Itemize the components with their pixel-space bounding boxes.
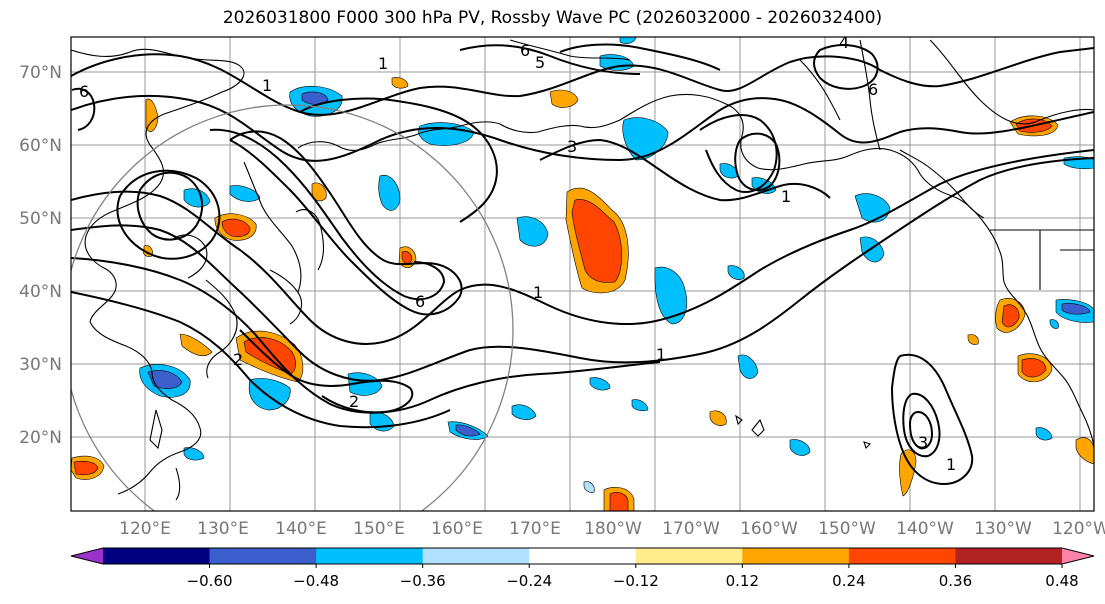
colorbar-swatch xyxy=(529,548,637,564)
colorbar-swatch xyxy=(422,548,530,564)
contour-label: 6 xyxy=(868,80,878,99)
lon-label: 170°W xyxy=(662,519,720,539)
colorbar-label: −0.60 xyxy=(187,572,233,590)
colorbar-swatch xyxy=(848,548,956,564)
contour-label: 1 xyxy=(378,54,388,73)
lat-label: 70°N xyxy=(19,63,62,83)
lon-label: 170°E xyxy=(509,519,561,539)
colorbar-label: 0.48 xyxy=(1045,572,1078,590)
colorbar-swatch xyxy=(103,548,211,564)
lat-label: 50°N xyxy=(19,209,62,229)
lat-label: 60°N xyxy=(19,136,62,156)
lon-axis: 120°E 130°E 140°E 150°E 160°E 170°E 180°… xyxy=(119,519,1105,539)
pv-contours xyxy=(71,43,1094,486)
colorbar-label: −0.36 xyxy=(400,572,446,590)
colorbar: −0.60 −0.48 −0.36 −0.24 −0.12 0.12 0.24 0.36 0.4… xyxy=(70,547,1095,590)
colorbar-label: −0.24 xyxy=(506,572,552,590)
range-circle xyxy=(71,104,514,511)
lat-label: 40°N xyxy=(19,282,62,302)
colorbar-label: 0.36 xyxy=(939,572,972,590)
map-frame xyxy=(70,36,1095,512)
lon-label: 130°W xyxy=(974,519,1032,539)
colorbar-extend-high xyxy=(1062,548,1094,564)
contour-label: 1 xyxy=(656,345,666,364)
lat-label: 20°N xyxy=(19,428,62,448)
contour-label: 6 xyxy=(520,41,530,60)
contour-label: 3 xyxy=(918,433,928,452)
colorbar-swatch xyxy=(635,548,743,564)
lon-label: 120°E xyxy=(119,519,171,539)
map-title: 2026031800 F000 300 hPa PV, Rossby Wave … xyxy=(222,8,883,28)
colorbar-label: 0.24 xyxy=(832,572,865,590)
contour-label: 1 xyxy=(946,455,956,474)
contour-label: 6 xyxy=(415,292,425,311)
colorbar-label: 0.12 xyxy=(726,572,759,590)
lon-label: 130°E xyxy=(197,519,249,539)
lon-label: 180°W xyxy=(584,519,642,539)
contour-label-group: 1 1 1 1 1 1 2 2 3 3 4 5 6 6 6 6 xyxy=(79,33,956,474)
contour-label: 3 xyxy=(567,137,577,156)
lat-label: 30°N xyxy=(19,355,62,375)
lon-label: 150°W xyxy=(818,519,876,539)
contour-label: 5 xyxy=(535,53,545,72)
lon-label: 160°W xyxy=(740,519,798,539)
lon-label: 140°E xyxy=(275,519,327,539)
colorbar-extend-low xyxy=(71,548,103,564)
contour-label: 2 xyxy=(233,350,243,369)
colorbar-swatch xyxy=(209,548,317,564)
contour-label: 2 xyxy=(349,392,359,411)
colorbar-swatch xyxy=(955,548,1063,564)
colorbar-swatch xyxy=(316,548,424,564)
pv-shading xyxy=(71,37,1094,511)
colorbar-outline xyxy=(70,547,1095,565)
contour-label: 4 xyxy=(839,33,849,52)
colorbar-label: −0.48 xyxy=(293,572,339,590)
contour-label: 1 xyxy=(262,76,272,95)
contour-label: 6 xyxy=(79,82,89,101)
colorbar-label: −0.12 xyxy=(613,572,659,590)
lon-label: 120°W xyxy=(1052,519,1105,539)
coastlines xyxy=(71,39,1094,501)
colorbar-swatch xyxy=(742,548,850,564)
contour-label: 1 xyxy=(781,187,791,206)
lon-label: 150°E xyxy=(353,519,405,539)
lat-axis: 70°N 60°N 50°N 40°N 30°N 20°N xyxy=(19,63,62,448)
contour-label: 1 xyxy=(533,283,543,302)
lon-label: 160°E xyxy=(431,519,483,539)
lon-label: 140°W xyxy=(896,519,954,539)
